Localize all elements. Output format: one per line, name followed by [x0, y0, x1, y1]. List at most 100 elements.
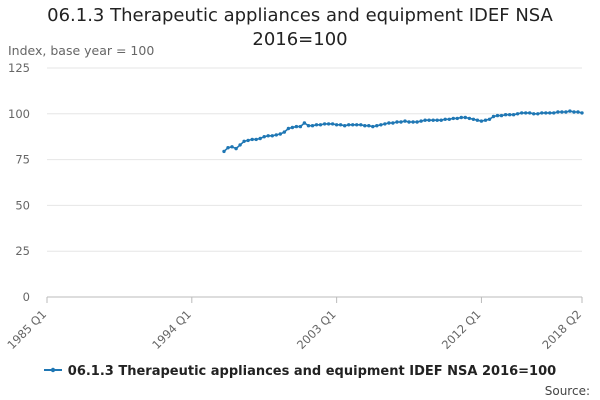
data-point	[451, 116, 455, 121]
data-point	[391, 121, 395, 125]
data-point	[330, 122, 335, 126]
data-point	[423, 118, 427, 122]
data-point	[483, 118, 488, 122]
data-point	[560, 110, 564, 114]
data-point	[507, 113, 512, 117]
data-point	[262, 135, 266, 139]
data-point	[254, 137, 258, 142]
y-tick-label: 125	[8, 61, 30, 75]
data-point	[338, 123, 343, 127]
y-tick-label: 100	[8, 107, 30, 121]
data-point	[371, 124, 375, 129]
data-point	[475, 118, 480, 122]
data-point	[298, 124, 303, 129]
data-point	[540, 111, 544, 115]
chart-source: Source:	[544, 384, 590, 398]
data-point	[226, 146, 230, 150]
data-point	[439, 118, 443, 122]
legend-series-marker	[43, 364, 62, 379]
data-point	[572, 110, 576, 114]
data-point	[322, 122, 327, 126]
x-tick-label: 2012 Q1	[439, 307, 484, 352]
data-point	[419, 119, 423, 123]
y-tick-label: 50	[15, 198, 30, 212]
data-point	[427, 118, 431, 122]
data-point	[250, 137, 254, 142]
data-point	[234, 146, 238, 151]
data-point	[455, 116, 459, 121]
data-point	[266, 134, 270, 138]
data-point	[359, 123, 363, 127]
data-point	[294, 124, 299, 129]
data-point	[270, 134, 274, 138]
y-tick-label: 25	[15, 244, 30, 258]
data-point	[503, 113, 508, 117]
data-point	[520, 111, 524, 115]
data-point	[576, 110, 580, 114]
data-point	[407, 120, 411, 124]
data-point	[302, 121, 307, 125]
data-point	[334, 123, 339, 127]
x-tick-label: 1994 Q1	[149, 307, 194, 352]
data-point	[548, 111, 552, 115]
data-point	[242, 139, 246, 143]
data-point	[532, 112, 536, 116]
y-tick-label: 75	[15, 153, 30, 167]
data-point	[515, 112, 520, 116]
series-line	[223, 110, 583, 152]
data-point	[528, 111, 532, 115]
data-point	[258, 136, 262, 141]
data-point	[290, 125, 295, 130]
data-point	[403, 119, 407, 123]
data-point	[399, 120, 403, 124]
data-point	[580, 111, 584, 115]
data-point	[222, 149, 226, 154]
data-point	[556, 110, 560, 114]
legend-series-label[interactable]: 06.1.3 Therapeutic appliances and equipm…	[67, 364, 557, 379]
data-point	[491, 114, 496, 119]
data-point	[395, 120, 399, 124]
data-point	[435, 118, 439, 122]
data-point	[511, 113, 516, 117]
data-point	[246, 138, 250, 143]
data-point	[544, 111, 548, 115]
data-point	[314, 123, 319, 127]
y-tick-label: 0	[23, 290, 30, 304]
data-point	[411, 120, 415, 124]
chart-title: 06.1.3 Therapeutic appliances and equipm…	[47, 5, 553, 50]
y-axis-label: Index, base year = 100	[8, 43, 155, 58]
data-point	[286, 126, 291, 131]
data-point	[347, 123, 351, 127]
data-point	[479, 119, 484, 123]
x-tick-label: 2018 Q2	[539, 307, 584, 352]
data-point	[383, 122, 387, 126]
data-point	[471, 117, 476, 122]
data-point	[443, 117, 447, 122]
data-point	[326, 122, 331, 126]
data-point	[564, 110, 568, 114]
data-point	[387, 121, 391, 125]
data-point	[568, 109, 572, 113]
data-point	[524, 111, 528, 115]
data-point	[467, 116, 472, 121]
data-point	[238, 143, 242, 147]
data-point	[282, 130, 286, 134]
data-point	[318, 123, 323, 127]
chart-legend: 06.1.3 Therapeutic appliances and equipm…	[0, 364, 600, 379]
data-point	[415, 120, 419, 124]
data-point	[310, 124, 315, 128]
data-point	[552, 111, 556, 115]
data-point	[230, 145, 234, 149]
data-point	[351, 123, 355, 127]
data-point	[306, 124, 311, 128]
data-point	[431, 118, 435, 122]
data-point	[459, 115, 463, 120]
data-point	[278, 132, 282, 136]
data-point	[274, 133, 278, 137]
data-point	[536, 112, 540, 116]
x-tick-label: 1985 Q1	[4, 307, 49, 352]
x-tick-label: 2003 Q1	[294, 307, 339, 352]
data-point	[447, 117, 451, 122]
data-point	[343, 124, 347, 128]
